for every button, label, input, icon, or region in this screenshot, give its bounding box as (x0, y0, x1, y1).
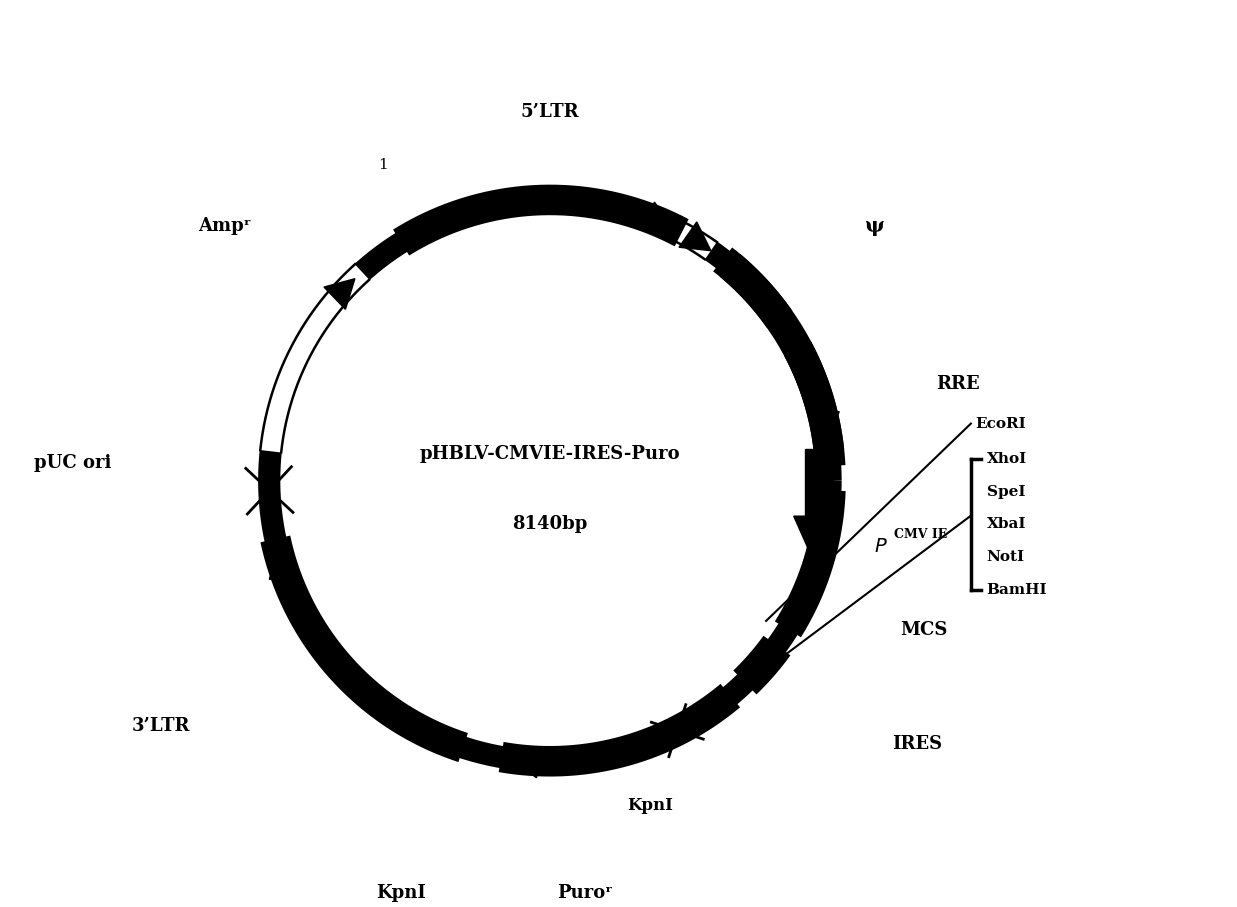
Text: KpnI: KpnI (376, 883, 426, 902)
Polygon shape (805, 449, 831, 516)
Text: CMV IE: CMV IE (893, 528, 948, 541)
Text: ψ: ψ (865, 216, 884, 236)
Text: XhoI: XhoI (987, 452, 1027, 465)
Polygon shape (794, 516, 842, 571)
Text: NotI: NotI (987, 551, 1024, 564)
Text: MCS: MCS (901, 620, 948, 639)
Text: XbaI: XbaI (987, 518, 1027, 532)
Text: 5’LTR: 5’LTR (521, 103, 579, 122)
Text: KpnI: KpnI (627, 796, 673, 814)
Text: 3’LTR: 3’LTR (132, 717, 190, 736)
Text: 8140bp: 8140bp (512, 515, 588, 533)
Polygon shape (511, 747, 541, 777)
Text: $\mathit{P}$: $\mathit{P}$ (875, 537, 888, 556)
Text: pUC ori: pUC ori (33, 454, 111, 472)
Polygon shape (270, 549, 299, 580)
Polygon shape (641, 202, 673, 229)
Text: pHBLV-CMVIE-IRES-Puro: pHBLV-CMVIE-IRES-Puro (419, 445, 680, 463)
Polygon shape (679, 222, 711, 250)
Text: BamHI: BamHI (987, 583, 1048, 597)
Text: Puroʳ: Puroʳ (557, 883, 612, 902)
Text: 1: 1 (379, 158, 388, 171)
Text: Ampʳ: Ampʳ (198, 217, 251, 235)
Polygon shape (809, 412, 839, 442)
Text: RRE: RRE (936, 375, 980, 393)
Polygon shape (324, 278, 355, 309)
Text: IRES: IRES (892, 735, 943, 753)
Text: SpeI: SpeI (987, 484, 1025, 499)
Text: EcoRI: EcoRI (975, 416, 1025, 431)
